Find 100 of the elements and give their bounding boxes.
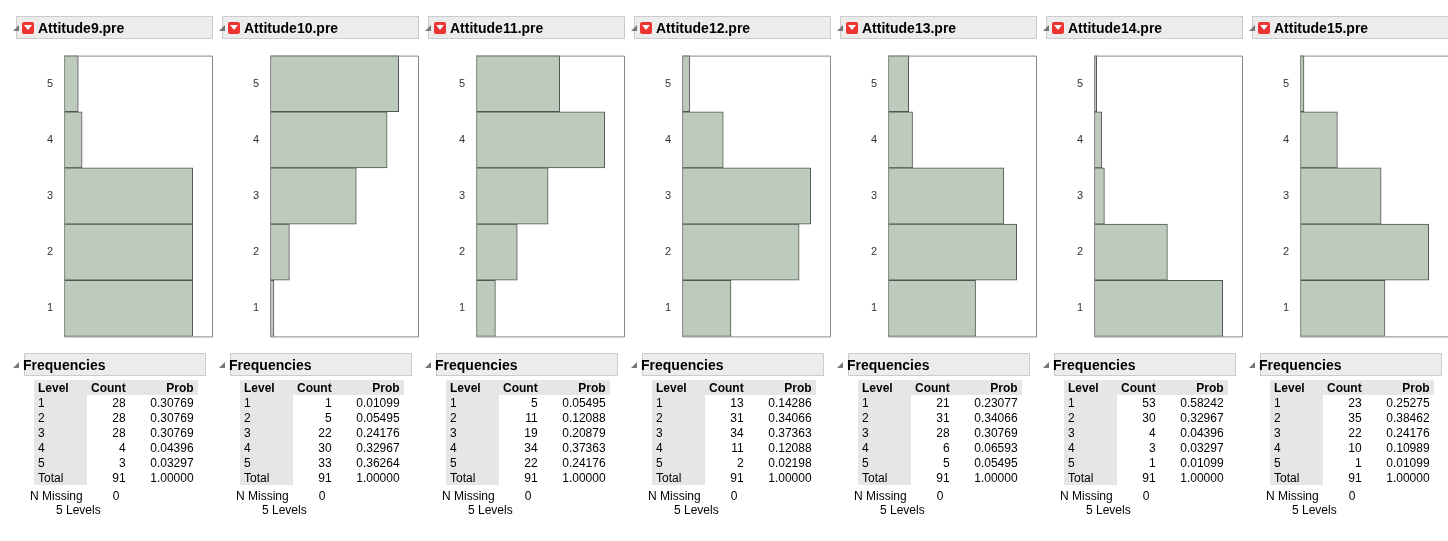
y-tick-label: 4 <box>252 132 260 145</box>
text: 0.25275 <box>1385 395 1431 410</box>
y-tick-label: 3 <box>664 189 672 202</box>
text: 0.36264 <box>355 455 401 470</box>
text: 53 <box>1141 395 1157 410</box>
text: Total <box>655 470 683 485</box>
text: 5 Levels <box>468 503 514 517</box>
y-tick-label: 3 <box>458 189 466 202</box>
text: 31 <box>729 410 745 425</box>
text: 13 <box>729 395 745 410</box>
y-tick-label: 4 <box>870 132 878 145</box>
text: N Missing <box>854 489 907 503</box>
y-tick-label: 3 <box>46 189 54 202</box>
text: 0.38462 <box>1385 410 1431 425</box>
y-tick-label: 1 <box>870 301 878 314</box>
text: 91 <box>1141 470 1157 485</box>
text: 28 <box>111 410 127 425</box>
text: Total <box>1067 470 1095 485</box>
text: 0.32967 <box>355 440 401 455</box>
text: N Missing <box>1060 489 1113 503</box>
text: 0.01099 <box>1179 455 1225 470</box>
chart-title: Attitude11.pre <box>450 19 544 36</box>
y-tick-label: 5 <box>252 76 260 89</box>
text: 30 <box>1141 410 1157 425</box>
text: 0.37363 <box>561 440 607 455</box>
text: 0.10989 <box>1385 440 1431 455</box>
header-box: Attitude13.pre <box>840 16 1037 39</box>
text: 91 <box>523 470 539 485</box>
text: 28 <box>111 395 127 410</box>
text: 0.04396 <box>1179 425 1225 440</box>
header-box: Attitude14.pre <box>1046 16 1243 39</box>
text: 0.05495 <box>973 455 1019 470</box>
header-box: Attitude10.pre <box>222 16 419 39</box>
text: 5 Levels <box>262 503 308 517</box>
text: 0.12088 <box>767 440 813 455</box>
text: 28 <box>111 425 127 440</box>
text: 4 <box>117 440 127 455</box>
y-tick-label: 2 <box>664 245 672 258</box>
y-tick-label: 4 <box>46 132 54 145</box>
text: 0.12088 <box>561 410 607 425</box>
text: 0.23077 <box>973 395 1019 410</box>
text: 1.00000 <box>973 470 1019 485</box>
y-tick-label: 4 <box>1282 132 1290 145</box>
text: 0.14286 <box>767 395 813 410</box>
y-tick-label: 1 <box>458 301 466 314</box>
text: 0.06593 <box>973 440 1019 455</box>
header-box: Attitude15.pre <box>1252 16 1448 39</box>
text: 0.24176 <box>355 425 401 440</box>
text: N Missing <box>1266 489 1319 503</box>
text: 0.01099 <box>355 395 401 410</box>
text: 22 <box>317 425 333 440</box>
text: 0.01099 <box>1385 455 1431 470</box>
text: 0 <box>112 489 120 503</box>
text: 2 <box>735 455 745 470</box>
chart-title: Attitude12.pre <box>656 19 751 36</box>
text: 0.24176 <box>561 455 607 470</box>
text: 0.34066 <box>973 410 1019 425</box>
text: Total <box>449 470 477 485</box>
text: 0.05495 <box>561 395 607 410</box>
text: 91 <box>935 470 951 485</box>
text: 0 <box>936 489 944 503</box>
y-tick-label: 4 <box>1076 132 1084 145</box>
text: 3 <box>1147 440 1157 455</box>
text: 5 Levels <box>880 503 926 517</box>
text: 5 <box>941 455 951 470</box>
y-tick-label: 2 <box>458 245 466 258</box>
y-tick-label: 2 <box>252 245 260 258</box>
text: 0.30769 <box>973 425 1019 440</box>
text: 5 Levels <box>674 503 720 517</box>
chart-title: Attitude10.pre <box>244 19 339 36</box>
y-tick-label: 3 <box>1076 189 1084 202</box>
text: 0.04396 <box>149 440 195 455</box>
header-box: Attitude11.pre <box>428 16 625 39</box>
text: N Missing <box>648 489 701 503</box>
y-tick-label: 2 <box>870 245 878 258</box>
text: 1 <box>323 395 333 410</box>
text: 1.00000 <box>1385 470 1431 485</box>
y-tick-label: 2 <box>46 245 54 258</box>
y-tick-label: 4 <box>458 132 466 145</box>
y-tick-label: 2 <box>1282 245 1290 258</box>
text: 5 <box>529 395 539 410</box>
text: 10 <box>1347 440 1363 455</box>
text: 91 <box>1347 470 1363 485</box>
text: 0.37363 <box>767 425 813 440</box>
text: 31 <box>935 410 951 425</box>
text: 23 <box>1347 395 1363 410</box>
text: 0.30769 <box>149 395 195 410</box>
text: 0.30769 <box>149 425 195 440</box>
text: 5 Levels <box>56 503 102 517</box>
text: 5 Levels <box>1292 503 1338 517</box>
y-tick-label: 1 <box>1282 301 1290 314</box>
text: 28 <box>935 425 951 440</box>
text: 1.00000 <box>561 470 607 485</box>
text: 3 <box>117 455 127 470</box>
text: 1.00000 <box>355 470 401 485</box>
text: 6 <box>941 440 951 455</box>
text: 33 <box>317 455 333 470</box>
text: 0 <box>524 489 532 503</box>
chart-title: Attitude13.pre <box>862 19 957 36</box>
text: N Missing <box>236 489 289 503</box>
